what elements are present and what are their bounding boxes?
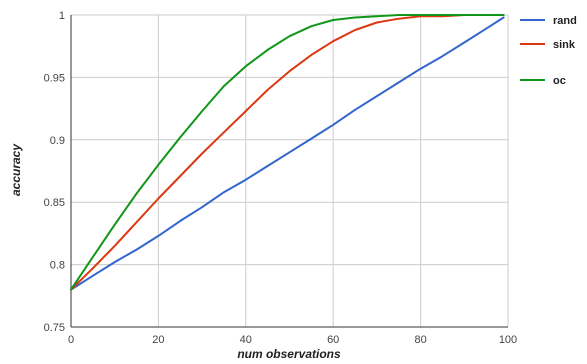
- legend: rand sink oc: [520, 15, 577, 87]
- x-axis-title: num observations: [237, 347, 341, 361]
- series-line-oc: [70, 14, 505, 291]
- legend-label-oc: oc: [553, 75, 566, 87]
- x-tick-label-60: 60: [327, 334, 339, 346]
- series-line-rand: [70, 16, 505, 291]
- y-tick-label-0.8: 0.8: [50, 260, 65, 272]
- x-tick-label-80: 80: [414, 334, 426, 346]
- axes: 0 20 40 60 80 100 0.75 0.8 0.85 0.9 0.95 1: [44, 10, 518, 346]
- y-tick-label-1: 1: [59, 10, 65, 22]
- y-tick-label-0.75: 0.75: [44, 322, 65, 334]
- x-tick-label-100: 100: [499, 334, 517, 346]
- grid: [71, 14, 509, 327]
- y-axis-title: accuracy: [9, 143, 23, 196]
- x-tick-label-40: 40: [240, 334, 252, 346]
- y-tick-label-0.85: 0.85: [44, 197, 65, 209]
- x-tick-label-0: 0: [68, 334, 74, 346]
- x-tick-label-20: 20: [152, 334, 164, 346]
- y-tick-label-0.9: 0.9: [50, 135, 65, 147]
- legend-label-rand: rand: [553, 15, 577, 27]
- y-tick-label-0.95: 0.95: [44, 72, 65, 84]
- series-line-sink: [70, 14, 505, 291]
- series-lines: [70, 14, 505, 291]
- legend-label-sink: sink: [553, 39, 576, 51]
